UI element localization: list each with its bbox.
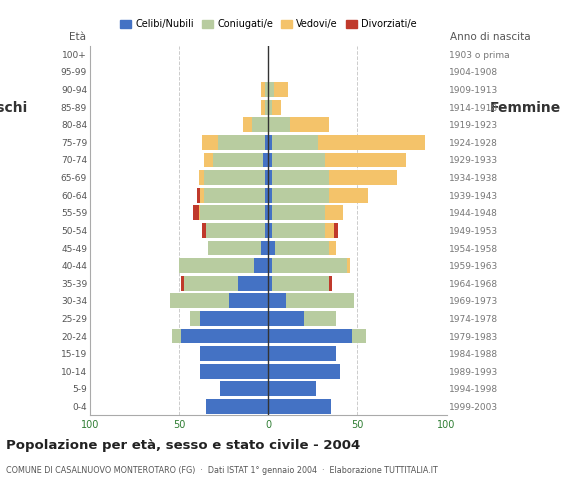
Bar bbox=[268, 170, 272, 185]
Bar bbox=[268, 205, 272, 220]
Bar bbox=[264, 135, 268, 150]
Bar bbox=[201, 205, 264, 220]
Bar bbox=[170, 293, 229, 308]
Bar bbox=[325, 223, 334, 238]
Text: Età: Età bbox=[70, 32, 86, 42]
Bar bbox=[193, 205, 199, 220]
Bar bbox=[272, 153, 325, 168]
Bar bbox=[352, 328, 367, 344]
Bar bbox=[252, 117, 268, 132]
Bar bbox=[220, 381, 268, 396]
Bar bbox=[213, 153, 263, 168]
Bar bbox=[304, 311, 336, 326]
Bar bbox=[190, 311, 201, 326]
Text: Maschi: Maschi bbox=[0, 101, 28, 115]
Bar bbox=[272, 188, 329, 203]
Bar bbox=[325, 153, 405, 168]
Bar bbox=[204, 170, 264, 185]
Bar bbox=[201, 346, 268, 361]
Text: Femmine: Femmine bbox=[490, 101, 561, 115]
Bar bbox=[254, 258, 268, 273]
Bar bbox=[218, 135, 264, 150]
Bar bbox=[179, 258, 254, 273]
Bar bbox=[286, 293, 354, 308]
Bar bbox=[268, 276, 272, 291]
Bar bbox=[272, 170, 329, 185]
Bar bbox=[181, 276, 184, 291]
Bar bbox=[268, 311, 304, 326]
Bar bbox=[238, 276, 268, 291]
Bar bbox=[274, 82, 288, 97]
Bar bbox=[229, 293, 268, 308]
Bar bbox=[261, 100, 264, 115]
Legend: Celibi/Nubili, Coniugati/e, Vedovi/e, Divorziati/e: Celibi/Nubili, Coniugati/e, Vedovi/e, Di… bbox=[115, 15, 421, 33]
Bar bbox=[197, 188, 201, 203]
Bar bbox=[264, 205, 268, 220]
Bar bbox=[264, 170, 268, 185]
Bar bbox=[184, 276, 238, 291]
Bar bbox=[268, 117, 289, 132]
Text: COMUNE DI CASALNUOVO MONTEROTARO (FG)  ·  Dati ISTAT 1° gennaio 2004  ·  Elabora: COMUNE DI CASALNUOVO MONTEROTARO (FG) · … bbox=[6, 466, 437, 475]
Bar bbox=[268, 328, 352, 344]
Bar bbox=[261, 240, 268, 255]
Bar bbox=[204, 188, 264, 203]
Bar bbox=[202, 223, 206, 238]
Bar bbox=[272, 276, 329, 291]
Bar bbox=[272, 258, 347, 273]
Bar bbox=[181, 328, 268, 344]
Bar bbox=[325, 205, 343, 220]
Bar bbox=[268, 293, 286, 308]
Bar bbox=[268, 82, 274, 97]
Bar bbox=[318, 135, 425, 150]
Bar bbox=[347, 258, 350, 273]
Bar bbox=[264, 223, 268, 238]
Bar bbox=[329, 240, 336, 255]
Bar bbox=[272, 205, 325, 220]
Bar bbox=[289, 117, 329, 132]
Bar bbox=[268, 399, 331, 414]
Bar bbox=[334, 223, 338, 238]
Bar bbox=[199, 205, 201, 220]
Bar bbox=[261, 82, 264, 97]
Bar bbox=[204, 153, 213, 168]
Bar bbox=[276, 240, 329, 255]
Bar bbox=[206, 223, 264, 238]
Bar bbox=[268, 223, 272, 238]
Bar bbox=[199, 170, 204, 185]
Bar bbox=[206, 399, 268, 414]
Bar bbox=[268, 258, 272, 273]
Bar bbox=[329, 188, 368, 203]
Bar bbox=[264, 188, 268, 203]
Bar bbox=[202, 135, 218, 150]
Bar bbox=[264, 82, 268, 97]
Bar bbox=[268, 381, 317, 396]
Bar bbox=[201, 311, 268, 326]
Bar bbox=[268, 188, 272, 203]
Text: Popolazione per età, sesso e stato civile - 2004: Popolazione per età, sesso e stato civil… bbox=[6, 439, 360, 452]
Bar bbox=[272, 223, 325, 238]
Bar bbox=[243, 117, 252, 132]
Bar bbox=[268, 364, 340, 379]
Bar bbox=[268, 240, 276, 255]
Bar bbox=[268, 346, 336, 361]
Bar bbox=[272, 100, 281, 115]
Bar bbox=[268, 153, 272, 168]
Bar bbox=[329, 170, 397, 185]
Bar bbox=[264, 100, 268, 115]
Bar bbox=[201, 364, 268, 379]
Bar bbox=[263, 153, 268, 168]
Bar bbox=[268, 100, 272, 115]
Bar bbox=[201, 188, 204, 203]
Text: Anno di nascita: Anno di nascita bbox=[450, 32, 531, 42]
Bar bbox=[272, 135, 318, 150]
Bar bbox=[172, 328, 181, 344]
Bar bbox=[268, 135, 272, 150]
Bar bbox=[329, 276, 332, 291]
Bar bbox=[208, 240, 261, 255]
